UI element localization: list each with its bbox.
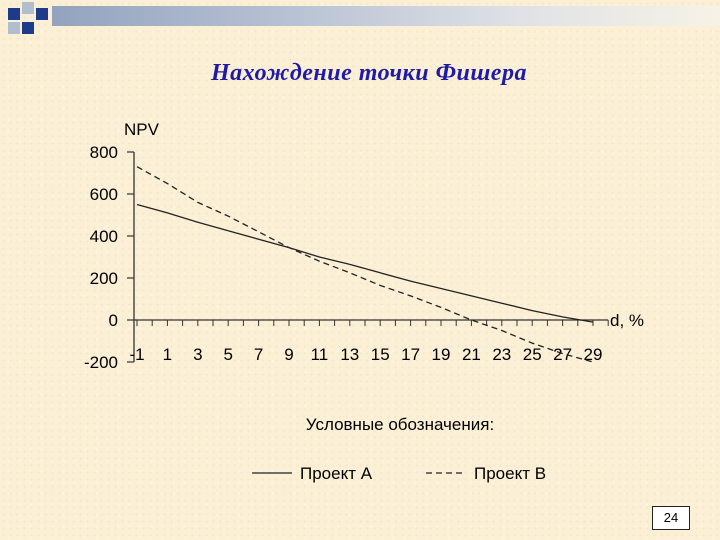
x-tick-label: 19: [432, 345, 451, 364]
decor-square-3: [36, 8, 48, 20]
y-tick-label: 600: [90, 185, 118, 204]
decor-square-2: [22, 2, 34, 14]
x-tick-label: 21: [462, 345, 481, 364]
y-axis-label: NPV: [124, 120, 160, 139]
legend-label-1: Проект А: [300, 464, 373, 483]
decor-square-5: [22, 22, 34, 34]
x-tick-label: 15: [371, 345, 390, 364]
x-tick-label: 13: [340, 345, 359, 364]
decor-square-1: [8, 8, 20, 20]
x-tick-label: 9: [284, 345, 293, 364]
decor-gradient-bar: [52, 6, 720, 26]
decor-square-4: [8, 22, 20, 34]
x-tick-label: -1: [129, 345, 144, 364]
x-tick-label: 1: [163, 345, 172, 364]
x-tick-label: 5: [223, 345, 232, 364]
x-tick-label: 25: [523, 345, 542, 364]
x-tick-label: 11: [311, 345, 329, 364]
slide-title: Нахождение точки Фишера: [211, 60, 527, 86]
series-line-1: [136, 203, 594, 323]
x-tick-label: 27: [553, 345, 572, 364]
y-tick-label: -200: [84, 353, 118, 372]
x-tick-label: 23: [492, 345, 511, 364]
x-tick-label: 7: [254, 345, 263, 364]
legend-title: Условные обозначения:: [306, 415, 494, 434]
x-axis-label: d, %: [610, 311, 644, 330]
y-tick-label: 0: [109, 311, 118, 330]
series-line-2: [136, 166, 594, 363]
y-tick-label: 800: [90, 143, 118, 162]
top-decoration: [0, 0, 720, 40]
y-tick-label: 400: [90, 227, 118, 246]
x-tick-label: 3: [193, 345, 202, 364]
slide-number: 24: [652, 506, 690, 530]
x-tick-label: 17: [401, 345, 420, 364]
legend-label-2: Проект В: [474, 464, 546, 483]
x-tick-label: 29: [584, 345, 603, 364]
y-tick-label: 200: [90, 269, 118, 288]
